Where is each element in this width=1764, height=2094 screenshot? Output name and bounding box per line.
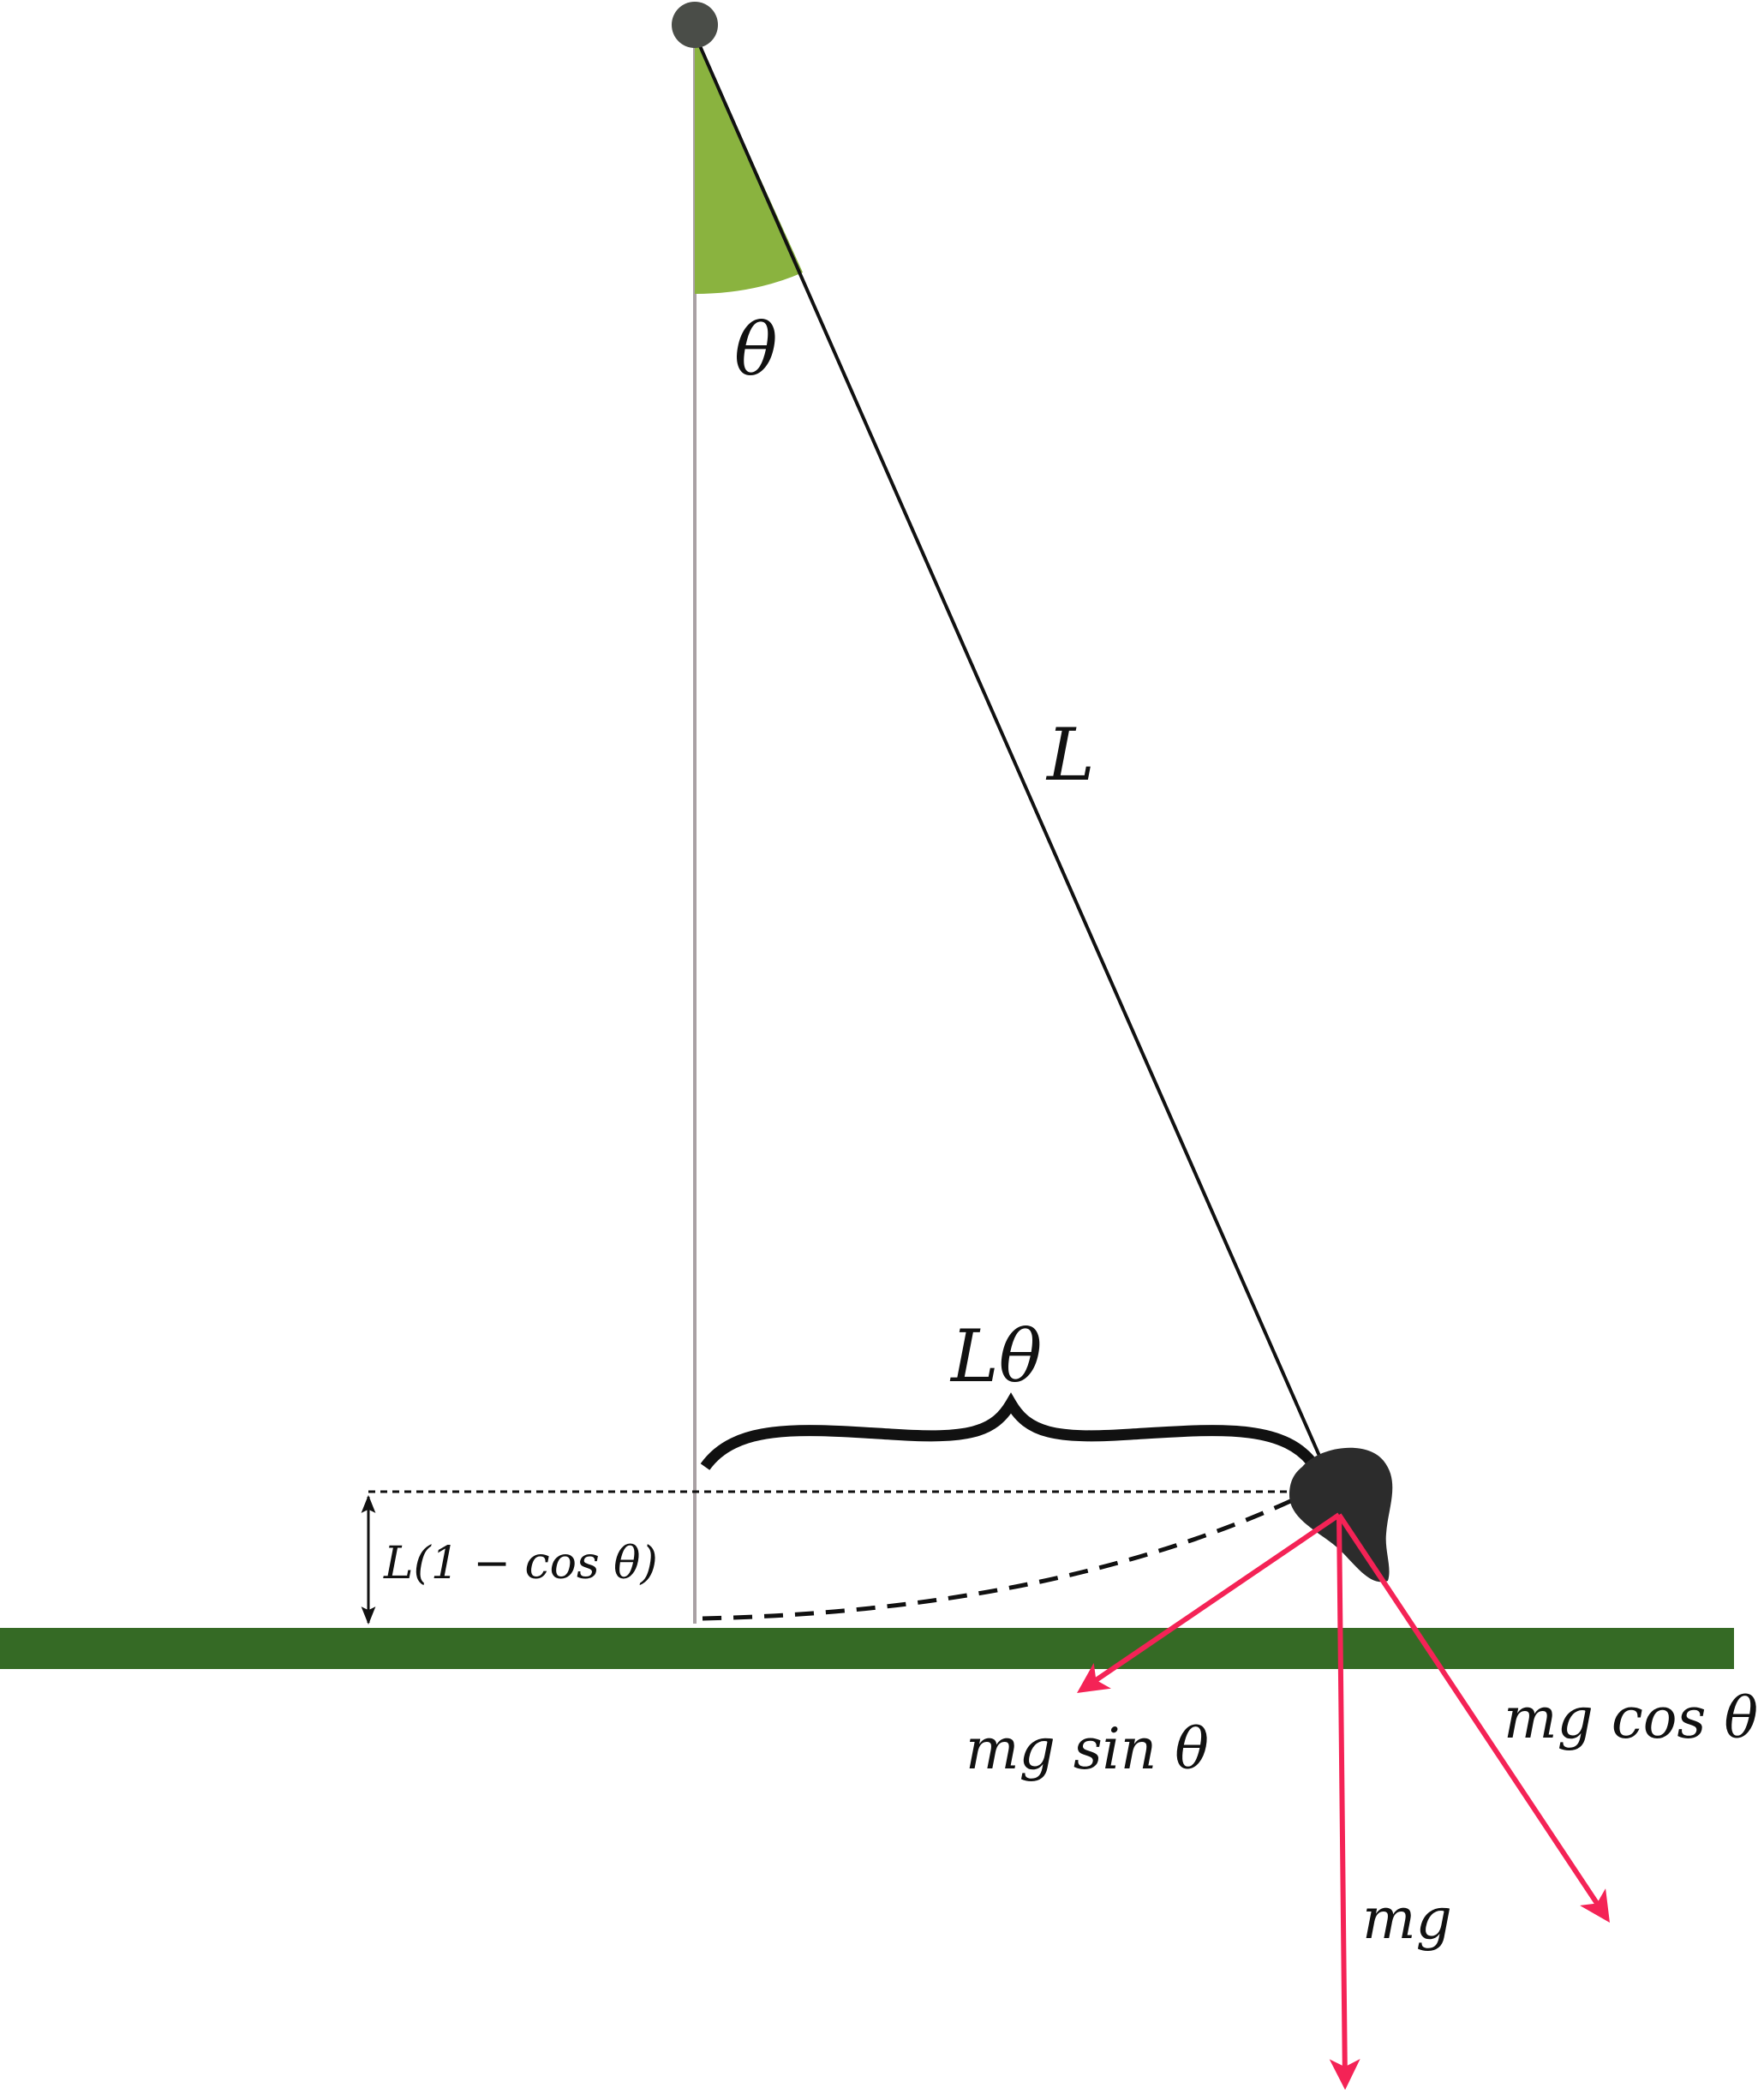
weight-label: mg <box>1362 1886 1452 1952</box>
arc-length-label: Lθ <box>949 1314 1042 1398</box>
normal-force-arrow <box>1336 1513 1610 1923</box>
height-label: L(1 − cos θ) <box>383 1538 658 1589</box>
ground-bar <box>0 1628 1734 1669</box>
arc-length-brace <box>700 1392 1320 1470</box>
swing-arc <box>702 1495 1300 1621</box>
theta-label: θ <box>734 308 778 392</box>
tangential-force-label: mg sin θ <box>966 1716 1209 1782</box>
pendulum-string <box>693 33 1327 1470</box>
pivot-point <box>672 2 718 48</box>
normal-force-label: mg cos θ <box>1504 1685 1758 1751</box>
length-label: L <box>1045 713 1095 797</box>
tangential-force-arrow <box>1077 1512 1341 1694</box>
weight-force-arrow <box>1329 1514 1360 2091</box>
